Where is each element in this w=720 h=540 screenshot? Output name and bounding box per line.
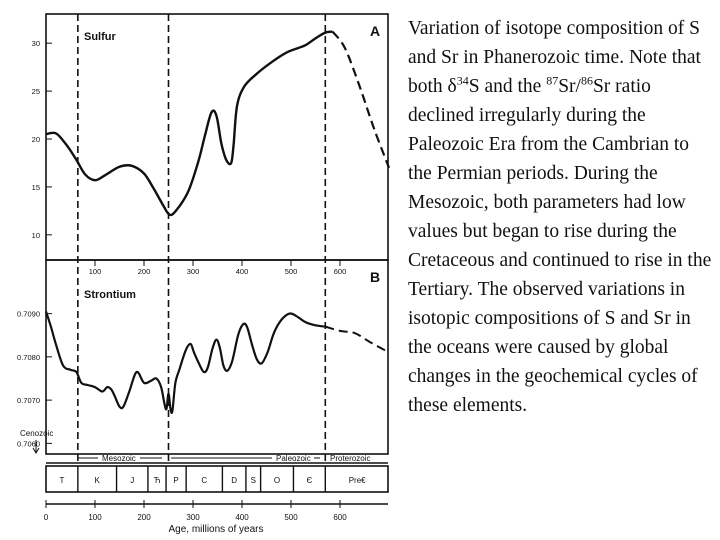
caption-sup-2: 87 xyxy=(546,73,559,88)
x-tick-label-top: 200 xyxy=(138,267,151,276)
x-tick-label-bottom: 400 xyxy=(235,513,249,522)
era-label-cenozoic: Cenozoic xyxy=(20,429,53,438)
period-label: Pre€ xyxy=(349,476,366,485)
x-axis-title: Age, millions of years xyxy=(168,524,263,535)
x-tick-label-bottom: 200 xyxy=(137,513,151,522)
panel-b-title: Strontium xyxy=(84,289,136,301)
period-strip-frame xyxy=(45,465,389,493)
era-label-proterozoic: Proterozoic xyxy=(330,454,370,463)
period-label: S xyxy=(251,476,256,485)
cenozoic-arrow xyxy=(32,440,40,454)
plot-layer: 10 15 20 25 30 0.7060 0.7070 0.7080 0.7090 100 200… xyxy=(17,14,391,522)
y-tick-label-b: 0.7060 xyxy=(17,439,40,448)
strontium-curve-extrapolated xyxy=(325,325,390,354)
sulfur-curve-extrapolated xyxy=(331,30,391,169)
x-tick-label-top: 400 xyxy=(236,267,249,276)
x-tick-label-top: 600 xyxy=(334,267,347,276)
caption-text-4: Sr ratio declined irregularly during the… xyxy=(408,76,712,416)
caption-sup-3: 86 xyxy=(580,73,593,88)
x-tick-label-top: 100 xyxy=(89,267,102,276)
y-tick-label-b: 0.7070 xyxy=(17,396,40,405)
period-label: P xyxy=(173,476,178,485)
caption-text-3: Sr/ xyxy=(558,76,581,97)
y-tick-label-a: 20 xyxy=(32,135,40,144)
x-tick-label-bottom: 500 xyxy=(284,513,298,522)
panel-a-title: Sulfur xyxy=(84,31,116,43)
period-label: D xyxy=(231,476,237,485)
caption-sup-1: 34 xyxy=(456,73,469,88)
x-tick-label-bottom: 600 xyxy=(333,513,347,522)
caption-text-1: Variation of isotope composition of S an… xyxy=(408,18,701,97)
era-label-paleozoic: Paleozoic xyxy=(276,454,311,463)
x-tick-label-top: 500 xyxy=(285,267,298,276)
period-label: K xyxy=(95,476,101,485)
caption-text-2: S and the xyxy=(468,76,547,97)
period-label: J xyxy=(130,476,134,485)
y-tick-label-a: 30 xyxy=(32,39,40,48)
y-tick-label-a: 10 xyxy=(32,231,40,240)
panel-b-letter: B xyxy=(370,269,380,285)
period-label: Є xyxy=(307,476,313,485)
y-tick-label-a: 15 xyxy=(32,183,40,192)
panel-a-letter: A xyxy=(370,23,380,39)
period-label: C xyxy=(201,476,207,485)
sulfur-curve xyxy=(45,30,333,217)
strontium-curve xyxy=(44,311,326,414)
period-label: Ћ xyxy=(154,476,161,485)
x-tick-label-bottom: 100 xyxy=(88,513,102,522)
period-label: O xyxy=(274,476,280,485)
x-tick-label-top: 300 xyxy=(187,267,200,276)
y-tick-label-a: 25 xyxy=(32,87,40,96)
y-tick-label-b: 0.7090 xyxy=(17,310,40,319)
era-label-mesozoic: Mesozoic xyxy=(102,454,136,463)
x-tick-label-bottom: 300 xyxy=(186,513,200,522)
period-label: T xyxy=(59,476,64,485)
y-tick-label-b: 0.7080 xyxy=(17,353,40,362)
panel-a-frame xyxy=(45,13,389,261)
isotope-figure: A Sulfur B Strontium Cenozoic Mesozoic P… xyxy=(17,13,391,535)
figure-caption: Variation of isotope composition of S an… xyxy=(408,14,714,420)
x-tick-label-bottom: 0 xyxy=(44,513,49,522)
